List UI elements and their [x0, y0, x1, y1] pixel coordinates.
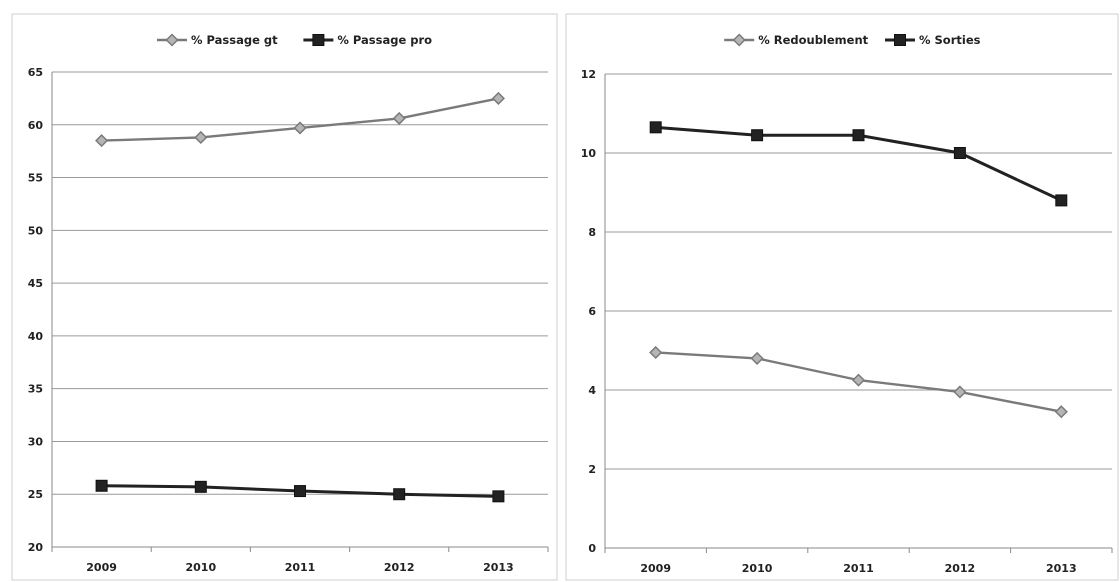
- y-tick-label: 20: [28, 541, 44, 554]
- data-point: [194, 480, 207, 493]
- legend-swatch-marker: [312, 34, 325, 46]
- x-tick-label: 2011: [285, 561, 316, 574]
- legend-swatch-marker: [165, 33, 179, 47]
- x-tick-label: 2013: [1046, 562, 1077, 575]
- legend-item: % Sorties: [885, 33, 981, 47]
- data-point: [953, 147, 966, 159]
- x-tick-label: 2009: [640, 562, 671, 575]
- x-tick-label: 2009: [86, 561, 117, 574]
- series-1: [95, 91, 505, 148]
- y-tick-label: 4: [588, 384, 596, 397]
- legend-item: % Passage gt: [157, 33, 278, 47]
- y-tick-label: 25: [28, 488, 43, 501]
- legend: % Redoublement % Sorties: [724, 33, 981, 47]
- data-point: [293, 121, 307, 135]
- y-tick-label: 45: [28, 277, 43, 290]
- x-tick-label: 2012: [384, 561, 415, 574]
- y-tick-label: 50: [28, 224, 44, 237]
- data-point: [95, 134, 109, 148]
- x-tick-label: 2010: [185, 561, 216, 574]
- y-tick-label: 6: [588, 305, 596, 318]
- chart-panel-2: 0 2 4 6 8 10 12 2009 2010 2011 2012 2013 % Redoublem…: [565, 13, 1119, 581]
- y-tick-label: 0: [588, 542, 596, 555]
- data-point: [750, 351, 764, 365]
- data-point: [751, 129, 764, 142]
- y-tick-label: 60: [28, 119, 44, 132]
- series-2: [95, 479, 505, 503]
- y-tick-label: 8: [588, 226, 596, 239]
- data-point: [95, 479, 108, 492]
- chart-panel-1: 20 25 30 35 40 45 50 55 60 65 2009 2010 2011 2012 2013…: [11, 13, 558, 581]
- legend-swatch-marker: [894, 34, 906, 46]
- x-tick-label: 2010: [742, 562, 773, 575]
- legend-item: % Redoublement: [724, 33, 869, 47]
- data-point: [392, 111, 406, 126]
- chart-frame: [565, 13, 1119, 581]
- y-tick-label: 40: [28, 330, 44, 343]
- y-tick-label: 65: [28, 66, 43, 79]
- data-point: [851, 373, 866, 387]
- data-point: [649, 345, 663, 360]
- legend: % Passage gt % Passage pro: [157, 33, 432, 47]
- legend-item: % Passage pro: [303, 33, 432, 47]
- x-tick-label: 2013: [483, 561, 514, 574]
- data-point: [294, 485, 306, 498]
- y-tick-label: 12: [581, 68, 596, 81]
- legend-label: % Sorties: [919, 33, 981, 47]
- legend-label: % Passage pro: [337, 33, 432, 47]
- data-point: [1054, 405, 1068, 419]
- x-tick-label: 2011: [843, 562, 874, 575]
- legend-swatch-marker: [732, 33, 746, 47]
- legend-label: % Redoublement: [758, 33, 868, 47]
- data-point: [953, 385, 967, 399]
- series-1: [649, 345, 1068, 419]
- data-point: [1055, 194, 1068, 207]
- y-tick-label: 35: [28, 383, 43, 396]
- data-point: [491, 91, 505, 105]
- x-tick-label: 2012: [945, 562, 976, 575]
- legend-label: % Passage gt: [191, 33, 278, 47]
- y-tick-label: 55: [28, 172, 43, 185]
- data-point: [852, 129, 865, 142]
- y-tick-label: 10: [581, 147, 597, 160]
- y-tick-label: 30: [28, 435, 44, 448]
- series-2: [649, 121, 1068, 207]
- data-point: [393, 488, 406, 501]
- y-tick-label: 2: [588, 463, 596, 476]
- data-point: [194, 130, 208, 145]
- data-point: [492, 490, 505, 503]
- data-point: [649, 121, 662, 134]
